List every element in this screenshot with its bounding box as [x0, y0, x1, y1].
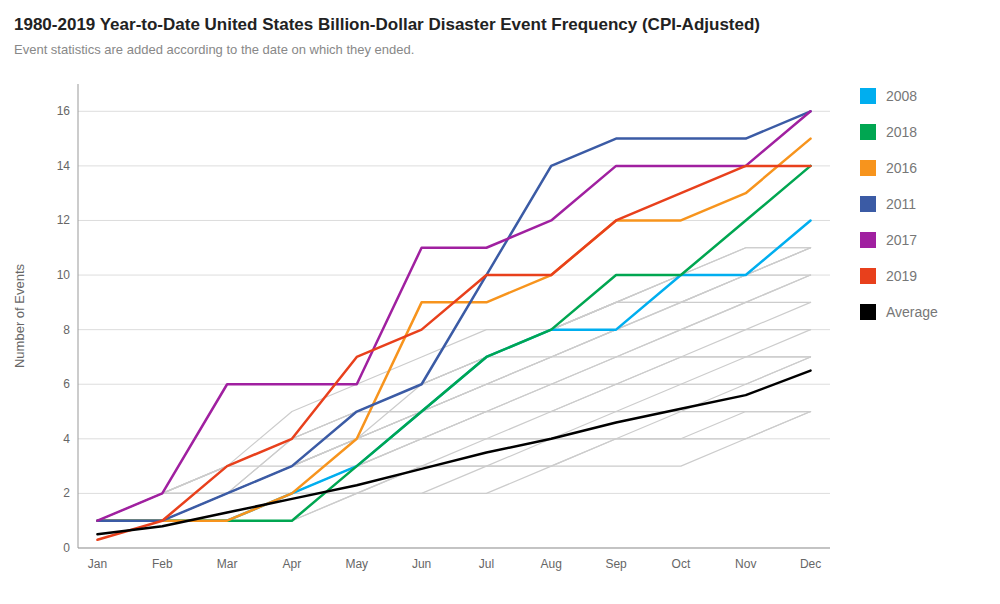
legend-swatch: [860, 88, 876, 104]
chart: 1980-2019 Year-to-Date United States Bil…: [0, 0, 1000, 604]
subtitle: Event statistics are added according to …: [14, 42, 414, 57]
legend: 2008 2018 2016 2011 2017 2019 Average: [860, 88, 938, 320]
legend-label: 2017: [886, 232, 917, 248]
series-line: [97, 220, 810, 520]
background-line: [97, 412, 810, 521]
grid-line: [78, 548, 830, 549]
series-line: [97, 371, 810, 535]
background-line: [97, 357, 810, 521]
x-tick-label: Dec: [800, 557, 821, 571]
legend-swatch: [860, 232, 876, 248]
x-axis-line: [78, 548, 830, 549]
series-line: [97, 166, 810, 521]
y-tick-label: 10: [57, 268, 71, 282]
y-tick-label: 2: [63, 486, 70, 500]
background-line: [97, 412, 810, 521]
series-line: [97, 166, 810, 540]
x-tick-label: Apr: [283, 557, 302, 571]
background-line: [97, 412, 810, 521]
y-axis-label: Number of Events: [12, 263, 27, 368]
grid: [78, 111, 830, 548]
legend-label: 2018: [886, 124, 917, 140]
legend-label: 2019: [886, 268, 917, 284]
background-line: [97, 330, 810, 521]
background-line: [97, 412, 810, 521]
x-tick-label: Sep: [605, 557, 627, 571]
y-tick-label: 12: [57, 213, 71, 227]
background-line: [97, 357, 810, 521]
series-line: [97, 111, 810, 520]
x-tick-label: Nov: [735, 557, 756, 571]
background-line: [97, 357, 810, 521]
x-tick-label: May: [345, 557, 368, 571]
y-axis-line: [78, 84, 79, 548]
series-line: [97, 111, 810, 520]
y-tick-label: 16: [57, 104, 71, 118]
y-tick-label: 0: [63, 541, 70, 555]
legend-swatch: [860, 160, 876, 176]
x-tick-label: Jan: [88, 557, 107, 571]
x-tick-label: Mar: [217, 557, 238, 571]
lines: [97, 111, 810, 540]
y-ticks: 0 2 4 6 8 10 12 14 16: [57, 104, 71, 555]
y-tick-label: 14: [57, 159, 71, 173]
y-tick-label: 6: [63, 377, 70, 391]
x-tick-label: Feb: [152, 557, 173, 571]
y-tick-label: 4: [63, 432, 70, 446]
x-ticks: Jan Feb Mar Apr May Jun Jul Aug Sep Oct Nov Dec: [88, 557, 821, 571]
x-tick-label: Aug: [541, 557, 562, 571]
legend-swatch: [860, 124, 876, 140]
x-tick-label: Jul: [479, 557, 494, 571]
background-line: [97, 357, 810, 521]
x-tick-label: Oct: [672, 557, 691, 571]
background-line: [97, 302, 810, 520]
x-tick-label: Jun: [412, 557, 431, 571]
title: 1980-2019 Year-to-Date United States Bil…: [14, 15, 760, 34]
grid-line: [78, 220, 830, 221]
legend-label: 2011: [886, 196, 916, 212]
legend-swatch: [860, 268, 876, 284]
legend-label: 2008: [886, 88, 917, 104]
legend-swatch: [860, 304, 876, 320]
grid-line: [78, 111, 830, 112]
legend-label: 2016: [886, 160, 917, 176]
legend-swatch: [860, 196, 876, 212]
background-line: [97, 330, 810, 521]
background-line: [97, 302, 810, 520]
y-tick-label: 8: [63, 323, 70, 337]
legend-label: Average: [886, 304, 938, 320]
